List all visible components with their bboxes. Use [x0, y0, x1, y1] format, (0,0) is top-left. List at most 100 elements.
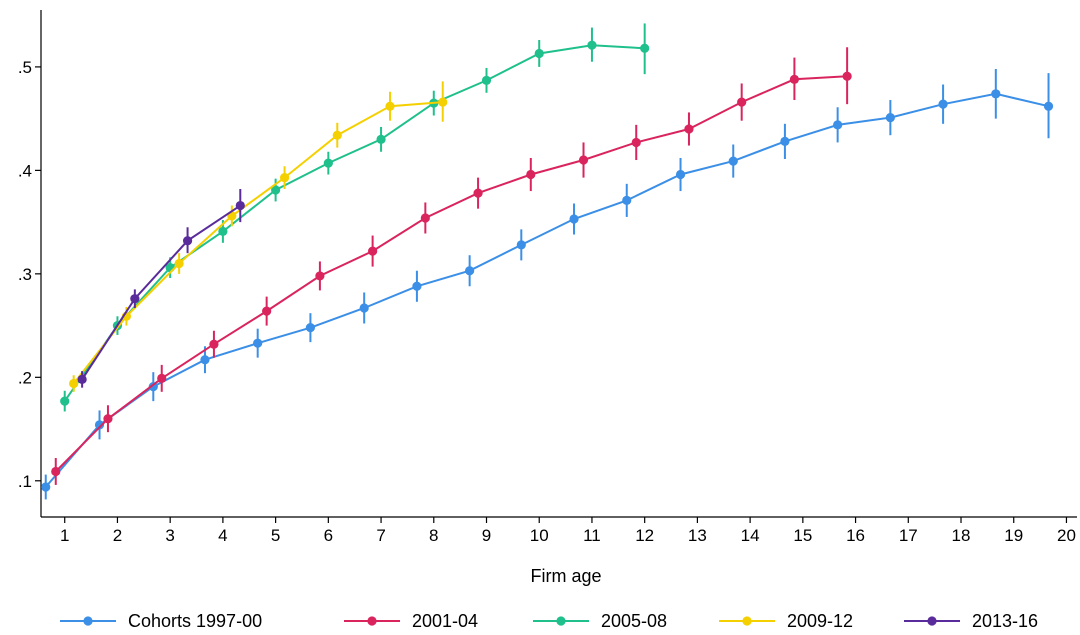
data-point	[885, 113, 895, 123]
data-point	[622, 195, 632, 205]
legend-label: 2009-12	[787, 611, 853, 631]
x-tick-label: 12	[635, 526, 654, 545]
x-tick-label: 5	[271, 526, 280, 545]
data-point	[938, 99, 948, 109]
x-tick-label: 3	[165, 526, 174, 545]
data-point	[315, 271, 325, 281]
data-point	[359, 303, 369, 313]
data-point	[157, 373, 167, 383]
series-group	[60, 23, 650, 412]
legend-label: 2001-04	[412, 611, 478, 631]
x-tick-label: 8	[429, 526, 438, 545]
legend-item: 2005-08	[533, 611, 667, 631]
data-point	[473, 188, 483, 198]
x-tick-label: 6	[324, 526, 333, 545]
data-point	[991, 89, 1001, 99]
x-tick-label: 1	[60, 526, 69, 545]
data-point	[569, 214, 579, 224]
data-point	[516, 240, 526, 250]
data-point	[534, 48, 544, 59]
data-point	[684, 124, 694, 134]
data-point	[77, 374, 87, 384]
series-group	[77, 189, 245, 388]
legend-swatch-marker	[556, 616, 566, 626]
x-tick-label: 2	[113, 526, 122, 545]
data-point	[200, 355, 210, 365]
y-tick-label: .1	[18, 472, 32, 491]
data-point	[332, 130, 342, 140]
x-tick-label: 16	[846, 526, 865, 545]
data-point	[631, 137, 641, 148]
data-point	[174, 258, 184, 269]
x-tick-label: 7	[376, 526, 385, 545]
y-tick-label: .4	[18, 161, 32, 180]
axes: .1.2.3.4.51 2 3 4 5 6 7 8 9 10 11 12 13 14 15 16 17 18 19 2…	[18, 10, 1077, 545]
data-point	[60, 396, 70, 406]
x-tick-label: 11	[583, 526, 601, 545]
data-point	[262, 306, 272, 316]
plot-area	[41, 23, 1054, 500]
x-tick-label: 14	[741, 526, 760, 545]
data-point	[640, 43, 650, 53]
data-point	[182, 236, 193, 246]
legend-item: 2009-12	[719, 611, 853, 631]
data-point	[235, 200, 245, 211]
data-point	[51, 466, 61, 477]
y-tick-label: .5	[18, 58, 32, 77]
x-tick-label: 19	[1004, 526, 1023, 545]
data-point	[737, 97, 747, 107]
legend: Cohorts 1997-00 2001-04 2005-08 2009-12 2013…	[60, 611, 1038, 631]
data-point	[94, 420, 105, 430]
legend-swatch-marker	[742, 616, 752, 626]
y-tick-label: .3	[18, 265, 32, 284]
data-point	[41, 482, 51, 492]
legend-label: Cohorts 1997-00	[128, 611, 262, 631]
series-line	[63, 44, 645, 402]
legend-item: 2013-16	[904, 611, 1038, 631]
legend-item: Cohorts 1997-00	[60, 611, 262, 631]
data-point	[271, 185, 281, 195]
data-point	[1043, 101, 1054, 111]
x-tick-label: 18	[952, 526, 971, 545]
legend-swatch-marker	[367, 616, 377, 626]
data-point	[465, 266, 475, 276]
data-point	[412, 281, 422, 291]
data-point	[675, 169, 686, 180]
data-point	[578, 155, 589, 165]
data-point	[130, 294, 140, 304]
series-group	[41, 68, 1054, 500]
data-point	[148, 382, 158, 392]
x-tick-label: 20	[1057, 526, 1076, 545]
x-tick-label: 17	[899, 526, 918, 545]
data-point	[438, 97, 448, 107]
x-tick-label: 4	[218, 526, 227, 545]
x-tick-label: 13	[688, 526, 707, 545]
data-point	[305, 323, 316, 333]
data-point	[481, 75, 492, 85]
data-point	[323, 158, 333, 168]
y-tick-label: .2	[18, 368, 32, 387]
x-tick-label: 9	[482, 526, 491, 545]
legend-item: 2001-04	[344, 611, 478, 631]
data-point	[385, 101, 395, 111]
data-point	[376, 134, 386, 144]
data-point	[526, 169, 536, 180]
data-point	[587, 40, 597, 50]
data-point	[218, 226, 228, 237]
data-point	[833, 120, 843, 130]
x-tick-label: 10	[530, 526, 549, 545]
series-group	[51, 47, 852, 485]
series-line	[81, 204, 241, 380]
legend-label: 2013-16	[972, 611, 1038, 631]
data-point	[728, 156, 738, 166]
data-point	[253, 338, 263, 348]
legend-swatch-marker	[83, 616, 93, 626]
legend-swatch-marker	[927, 616, 937, 626]
legend-label: 2005-08	[601, 611, 667, 631]
x-axis-title: Firm age	[530, 566, 601, 586]
data-point	[842, 71, 852, 81]
data-point	[209, 339, 219, 349]
x-tick-label: 15	[793, 526, 812, 545]
series-line	[55, 75, 848, 473]
